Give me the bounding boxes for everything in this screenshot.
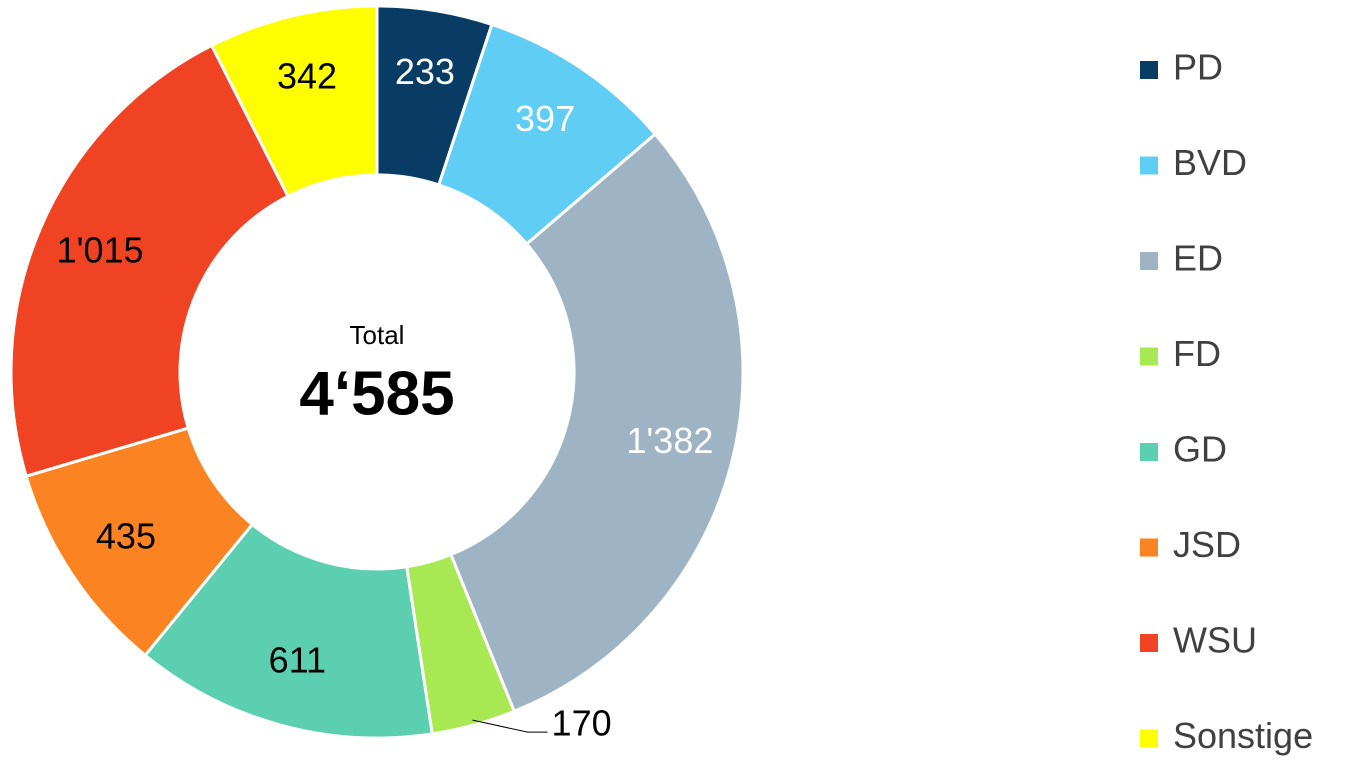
data-label: 397 — [515, 98, 575, 139]
legend-label: BVD — [1173, 142, 1247, 183]
center-value: 4‘585 — [299, 359, 454, 428]
legend-swatch — [1140, 61, 1158, 79]
leader-line — [472, 719, 548, 733]
data-label: 170 — [552, 703, 612, 744]
legend-label: JSD — [1173, 524, 1241, 565]
data-label: 1'015 — [57, 229, 144, 270]
legend-swatch — [1140, 347, 1158, 366]
legend-label: WSU — [1173, 620, 1257, 661]
legend-label: GD — [1173, 429, 1227, 470]
legend-label: PD — [1173, 47, 1223, 88]
donut-segment — [448, 132, 745, 714]
data-label: 233 — [395, 51, 455, 92]
legend-swatch — [1140, 634, 1158, 652]
donut-segment — [9, 43, 291, 479]
legend-swatch — [1140, 729, 1158, 748]
legend-label: FD — [1173, 333, 1221, 374]
legend-label: ED — [1173, 238, 1223, 279]
legend-label: Sonstige — [1173, 715, 1313, 756]
legend-swatch — [1140, 252, 1158, 270]
data-label: 1'382 — [626, 420, 713, 461]
donut-segment — [209, 4, 379, 199]
legend-swatch — [1140, 538, 1158, 557]
legend-swatch — [1140, 156, 1158, 175]
legend-swatch — [1140, 443, 1158, 461]
data-label: 342 — [277, 55, 337, 96]
data-label: 611 — [269, 639, 326, 680]
donut-segment — [143, 522, 434, 740]
data-label: 435 — [96, 515, 156, 556]
center-title: Total — [350, 320, 405, 350]
